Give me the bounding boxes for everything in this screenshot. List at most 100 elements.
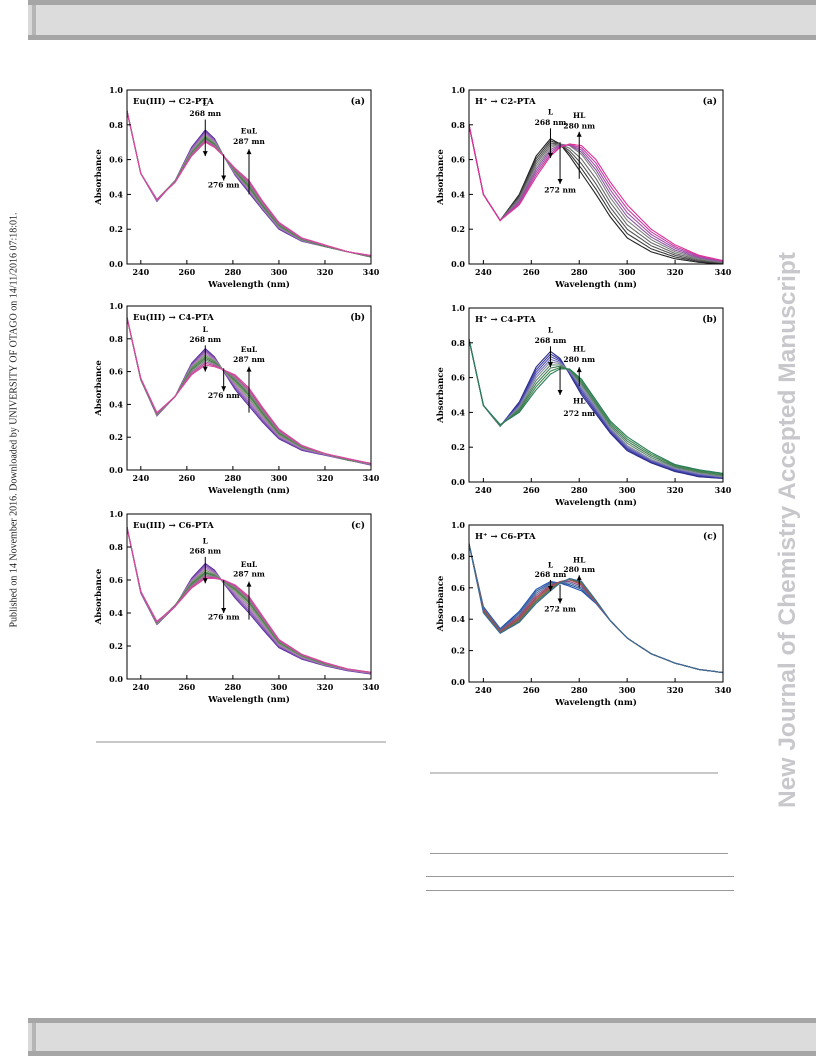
spectrum-line <box>468 543 724 674</box>
peak-annotation: L <box>203 99 209 108</box>
x-tick-label: 280 <box>571 267 588 277</box>
y-tick-label: 0.8 <box>109 120 123 130</box>
spectrum-line <box>468 339 724 474</box>
panel-label: (b) <box>350 312 365 323</box>
panel-label: (a) <box>351 96 365 107</box>
y-tick-label: 0.6 <box>451 155 465 165</box>
y-tick-label: 0.2 <box>451 646 465 656</box>
arrow-head <box>202 151 208 157</box>
spectrum-line <box>468 124 724 263</box>
x-tick-label: 300 <box>619 685 636 695</box>
peak-annotation: 276 nm <box>208 613 240 622</box>
x-tick-label: 260 <box>178 473 195 483</box>
y-tick-label: 0.2 <box>109 641 123 651</box>
peak-annotation: 268 mn <box>189 109 221 118</box>
arrow-head <box>221 386 227 392</box>
divider-right-3 <box>426 876 734 877</box>
peak-annotation: 272 nm <box>544 186 576 195</box>
x-tick-label: 260 <box>523 685 540 695</box>
arrow-head <box>547 152 553 158</box>
chart-panel: 0.0 0.2 0.4 0.6 0.8 1.0 240 260 280 300 320 340 Wave… <box>436 303 732 508</box>
peak-annotation: L <box>203 325 209 334</box>
x-tick-label: 340 <box>715 485 732 495</box>
peak-annotation: HL <box>573 556 586 565</box>
panel-label: (c) <box>703 531 717 542</box>
journal-header-bar <box>28 0 816 40</box>
peak-annotation: EuL <box>241 345 258 354</box>
x-tick-label: 320 <box>667 267 684 277</box>
arrow-head <box>246 366 252 372</box>
divider-right-4 <box>426 890 734 891</box>
peak-annotation: 268 nm <box>189 547 221 556</box>
x-tick-label: 240 <box>132 267 149 277</box>
x-tick-label: 240 <box>475 267 492 277</box>
x-axis-label: Wavelength (nm) <box>207 694 290 705</box>
chart-title: Eu(III) → C4-PTA <box>133 312 214 323</box>
y-tick-label: 1.0 <box>109 509 123 519</box>
spectrum-line <box>468 124 724 262</box>
peak-annotation: 276 nm <box>208 391 240 400</box>
arrow-head <box>576 575 582 581</box>
x-axis-label: Wavelength (nm) <box>207 485 290 496</box>
x-axis-label: Wavelength (nm) <box>207 279 290 290</box>
y-tick-label: 0.4 <box>451 189 465 199</box>
spectrum-line <box>468 543 724 674</box>
arrow-head <box>576 367 582 373</box>
peak-annotation: 280 nm <box>563 121 595 130</box>
arrow-head <box>557 598 563 604</box>
y-tick-label: 0.4 <box>109 608 123 618</box>
x-tick-label: 320 <box>317 682 334 692</box>
y-tick-label: 0.4 <box>451 614 465 624</box>
y-axis-label: Absorbance <box>436 575 446 632</box>
plot-frame <box>468 89 724 265</box>
arrow-head <box>246 149 252 155</box>
peak-annotation: L <box>548 560 554 569</box>
arrow-head <box>547 585 553 591</box>
spectrum-line <box>468 124 724 262</box>
arrow-head <box>221 175 227 181</box>
plot-frame <box>126 89 372 265</box>
x-axis-label: Wavelength (nm) <box>554 697 637 708</box>
y-tick-label: 0.0 <box>451 259 465 269</box>
panel-label: (b) <box>702 314 717 325</box>
x-tick-label: 280 <box>225 682 242 692</box>
y-tick-label: 0.2 <box>451 442 465 452</box>
y-tick-label: 0.4 <box>109 189 123 199</box>
y-tick-label: 1.0 <box>451 520 465 530</box>
x-tick-label: 320 <box>317 473 334 483</box>
arrow-head <box>557 390 563 395</box>
spectrum-line <box>468 543 724 674</box>
x-tick-label: 240 <box>132 682 149 692</box>
x-tick-label: 240 <box>132 473 149 483</box>
x-tick-label: 300 <box>271 473 288 483</box>
peak-annotation: 287 nm <box>233 570 265 579</box>
x-tick-label: 240 <box>475 485 492 495</box>
x-tick-label: 280 <box>225 267 242 277</box>
y-tick-label: 1.0 <box>451 85 465 95</box>
spectrum-line <box>468 543 724 674</box>
plot-frame <box>126 513 372 680</box>
arrow-head <box>547 362 553 368</box>
y-tick-label: 1.0 <box>109 85 123 95</box>
y-tick-label: 0.0 <box>451 677 465 687</box>
chart-panel: 0.0 0.2 0.4 0.6 0.8 1.0 240 260 280 300 320 340 Wave… <box>436 520 732 708</box>
spectrum-line <box>468 339 724 478</box>
x-tick-label: 300 <box>271 267 288 277</box>
y-tick-label: 0.0 <box>109 674 123 684</box>
x-tick-label: 320 <box>667 485 684 495</box>
x-tick-label: 260 <box>178 682 195 692</box>
x-tick-label: 240 <box>475 685 492 695</box>
plot-frame <box>468 524 724 683</box>
y-tick-label: 0.0 <box>109 259 123 269</box>
chart-title: H⁺ → C6-PTA <box>475 532 536 542</box>
y-axis-label: Absorbance <box>94 149 104 206</box>
peak-annotation: 268 nm <box>189 335 221 344</box>
y-tick-label: 0.6 <box>451 583 465 593</box>
divider-right-2 <box>430 853 728 854</box>
y-tick-label: 0.8 <box>109 334 123 344</box>
y-tick-label: 0.8 <box>451 120 465 130</box>
peak-annotation: 276 mn <box>208 180 240 189</box>
x-tick-label: 300 <box>619 485 636 495</box>
spectrum-line <box>468 543 724 674</box>
x-tick-label: 340 <box>363 682 380 692</box>
